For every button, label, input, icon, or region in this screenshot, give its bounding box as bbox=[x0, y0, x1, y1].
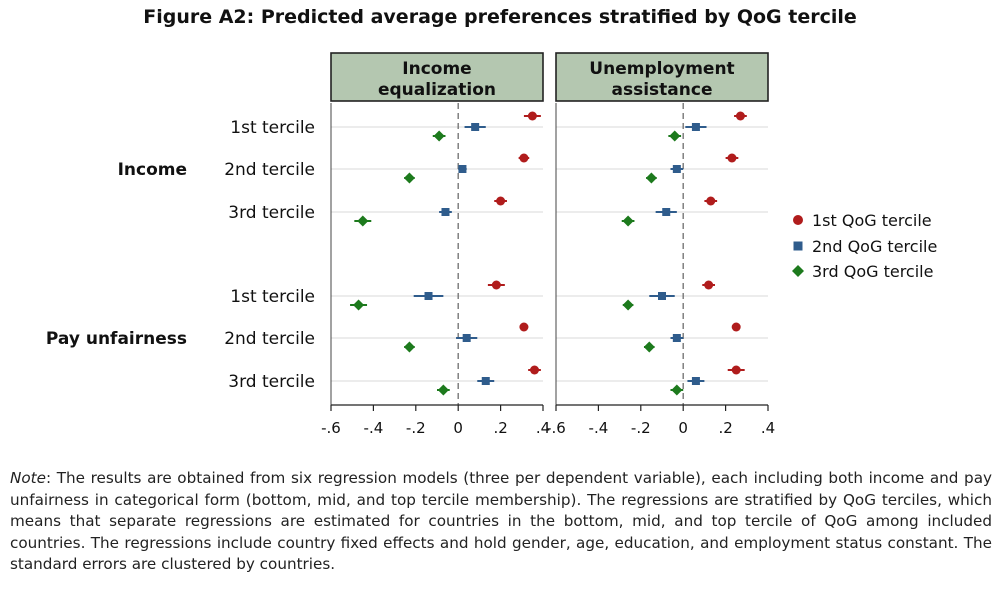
x-tick-label: -.2 bbox=[406, 419, 426, 437]
data-point bbox=[530, 365, 540, 375]
x-tick-label: -.2 bbox=[631, 419, 651, 437]
data-point bbox=[735, 111, 745, 121]
row-label: 2nd tercile bbox=[224, 329, 315, 349]
data-point bbox=[458, 165, 467, 173]
x-tick-label: .2 bbox=[718, 419, 732, 437]
row-label: 1st tercile bbox=[230, 118, 315, 138]
legend-item: 2nd QoG tercile bbox=[793, 237, 937, 256]
data-point bbox=[704, 280, 714, 290]
data-point bbox=[672, 334, 681, 342]
data-point bbox=[491, 280, 501, 290]
data-point bbox=[353, 299, 365, 311]
legend-marker bbox=[793, 241, 803, 251]
x-tick-label: .4 bbox=[761, 419, 775, 437]
data-point bbox=[433, 130, 445, 142]
data-point bbox=[658, 292, 666, 300]
data-point bbox=[481, 377, 490, 385]
data-point bbox=[727, 153, 737, 163]
figure-note: Note: The results are obtained from six … bbox=[10, 468, 992, 576]
data-point bbox=[672, 165, 681, 173]
legend-label: 3rd QoG tercile bbox=[812, 262, 933, 281]
data-point bbox=[519, 153, 529, 163]
legend-item: 3rd QoG tercile bbox=[792, 262, 933, 281]
data-point bbox=[424, 292, 433, 300]
data-point bbox=[357, 215, 369, 227]
data-point bbox=[669, 130, 681, 142]
row-group-label: Pay unfairness bbox=[46, 329, 187, 349]
data-point bbox=[645, 172, 657, 184]
legend-marker bbox=[792, 265, 804, 277]
data-point bbox=[437, 384, 449, 396]
legend-label: 2nd QoG tercile bbox=[812, 237, 937, 256]
x-tick-label: -.6 bbox=[321, 419, 341, 437]
figure-title: Figure A2: Predicted average preferences… bbox=[143, 6, 857, 28]
data-point bbox=[706, 196, 716, 206]
facet-title-line: Income bbox=[402, 59, 471, 79]
x-tick-label: .2 bbox=[493, 419, 507, 437]
data-point bbox=[527, 111, 537, 121]
facet-title-line: Unemployment bbox=[589, 59, 734, 79]
facet-strip bbox=[330, 52, 544, 102]
row-label: 2nd tercile bbox=[224, 160, 315, 180]
x-tick-label: 0 bbox=[453, 419, 463, 437]
facet-strip bbox=[555, 52, 769, 102]
x-tick-label: -.6 bbox=[546, 419, 566, 437]
data-point bbox=[462, 334, 471, 342]
data-point bbox=[731, 322, 741, 332]
data-point bbox=[519, 322, 529, 332]
data-point bbox=[671, 384, 683, 396]
legend-item: 1st QoG tercile bbox=[793, 211, 932, 230]
data-point bbox=[622, 215, 634, 227]
row-label: 3rd tercile bbox=[228, 372, 315, 392]
legend-marker bbox=[793, 215, 803, 225]
x-tick-label: .4 bbox=[536, 419, 550, 437]
data-point bbox=[496, 196, 506, 206]
data-point bbox=[622, 299, 634, 311]
data-point bbox=[691, 123, 700, 131]
row-label: 3rd tercile bbox=[228, 203, 315, 223]
data-point bbox=[441, 208, 450, 216]
row-label: 1st tercile bbox=[230, 287, 315, 307]
data-point bbox=[403, 341, 415, 353]
data-point bbox=[643, 341, 655, 353]
x-tick-label: -.4 bbox=[364, 419, 384, 437]
row-group-label: Income bbox=[118, 160, 187, 180]
data-point bbox=[471, 123, 480, 131]
legend-label: 1st QoG tercile bbox=[812, 211, 932, 230]
data-point bbox=[403, 172, 415, 184]
data-point bbox=[691, 377, 700, 385]
note-label: Note bbox=[10, 469, 46, 487]
note-text: : The results are obtained from six regr… bbox=[10, 469, 992, 573]
data-point bbox=[662, 208, 671, 216]
x-tick-label: -.4 bbox=[589, 419, 609, 437]
data-point bbox=[731, 365, 741, 375]
facet-title-line: equalization bbox=[378, 80, 496, 100]
facet-title-line: assistance bbox=[612, 80, 713, 100]
x-tick-label: 0 bbox=[678, 419, 688, 437]
